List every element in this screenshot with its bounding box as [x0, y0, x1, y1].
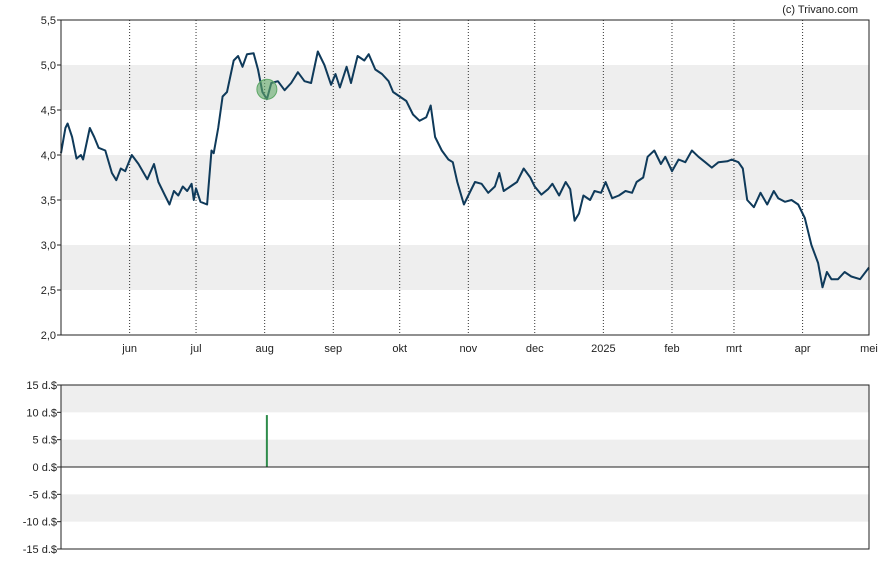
- x-tick-label: mei: [860, 343, 878, 355]
- dividend-chart: 15 d.$ 10 d.$ 5 d.$ 0 d.$ -5 d.$ -10 d.$ -15 d…: [23, 380, 870, 556]
- x-tick-label: feb: [664, 343, 679, 355]
- x-tick-label: sep: [324, 343, 342, 355]
- price-chart: 2,0 2,5 3,0 3,5 4,0 4,5 5,0 5,5 jun jul aug sep okt…: [41, 15, 878, 355]
- dividend-background-bands: [61, 385, 869, 522]
- price-x-axis-labels: jun jul aug sep okt nov dec 2025 feb mrt apr mei: [121, 343, 878, 355]
- dividend-band: [61, 439, 869, 467]
- y-tick-label: 3,0: [41, 240, 56, 252]
- dividend-band: [61, 385, 869, 413]
- price-line: [60, 50, 870, 289]
- y-tick-label: -10 d.$: [23, 517, 57, 529]
- y-tick-label: 15 d.$: [26, 380, 57, 392]
- x-tick-label: jul: [190, 343, 202, 355]
- x-tick-label: jun: [121, 343, 137, 355]
- price-chart-frame: [60, 19, 870, 336]
- price-band: [61, 155, 869, 200]
- y-tick-label: 2,5: [41, 285, 56, 297]
- y-tick-label: 3,5: [41, 195, 56, 207]
- x-tick-label: nov: [459, 343, 477, 355]
- y-tick-label: 5,5: [41, 15, 56, 27]
- dividend-band: [61, 494, 869, 522]
- y-tick-label: -15 d.$: [23, 544, 57, 556]
- x-tick-label: dec: [526, 343, 544, 355]
- price-band: [61, 65, 869, 110]
- y-tick-label: 10 d.$: [26, 407, 57, 419]
- x-tick-label: apr: [795, 343, 811, 355]
- x-tick-label: mrt: [726, 343, 742, 355]
- price-band: [61, 245, 869, 290]
- y-tick-label: 5,0: [41, 60, 56, 72]
- y-tick-label: 5 d.$: [33, 435, 57, 447]
- dividend-chart-frame: [60, 384, 870, 550]
- y-tick-label: 2,0: [41, 330, 56, 342]
- price-y-axis-labels: 2,0 2,5 3,0 3,5 4,0 4,5 5,0 5,5: [41, 15, 61, 342]
- y-tick-label: 4,5: [41, 105, 56, 117]
- x-tick-label: okt: [392, 343, 407, 355]
- x-tick-label: 2025: [591, 343, 615, 355]
- dividend-y-axis-labels: 15 d.$ 10 d.$ 5 d.$ 0 d.$ -5 d.$ -10 d.$ -15 d…: [23, 380, 61, 556]
- y-tick-label: 0 d.$: [33, 462, 57, 474]
- x-tick-label: aug: [255, 343, 273, 355]
- dividend-marker: [256, 78, 278, 100]
- price-background-bands: [61, 65, 869, 290]
- y-tick-label: -5 d.$: [29, 489, 57, 501]
- credit-text: (c) Trivano.com: [782, 4, 858, 16]
- y-tick-label: 4,0: [41, 150, 56, 162]
